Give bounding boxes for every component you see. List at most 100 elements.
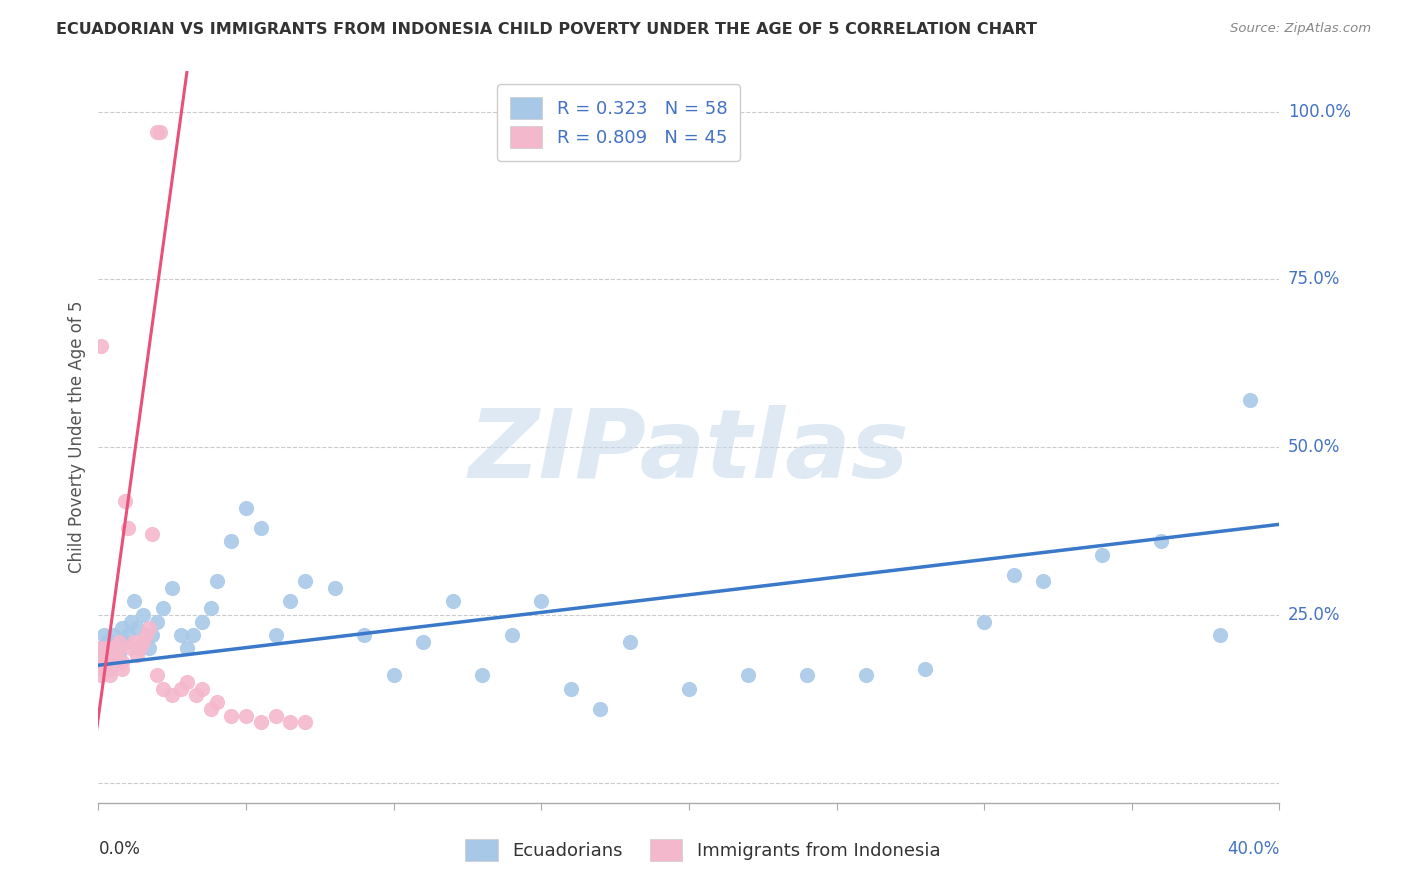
- Point: [98, 668, 121, 682]
- Point: [353, 628, 375, 642]
- Point: [152, 601, 174, 615]
- Point: [280, 594, 302, 608]
- Point: [105, 641, 128, 656]
- Point: [93, 662, 115, 676]
- Point: [560, 681, 582, 696]
- Point: [128, 641, 150, 656]
- Point: [96, 648, 118, 662]
- Point: [412, 634, 434, 648]
- Point: [114, 493, 136, 508]
- Point: [103, 628, 125, 642]
- Point: [90, 641, 112, 656]
- Point: [205, 574, 228, 589]
- Point: [176, 641, 198, 656]
- Point: [146, 615, 169, 629]
- Text: 75.0%: 75.0%: [1288, 270, 1340, 288]
- Point: [235, 708, 257, 723]
- Point: [93, 648, 115, 662]
- Point: [1150, 534, 1173, 549]
- Point: [221, 534, 243, 549]
- Point: [122, 594, 145, 608]
- Text: 25.0%: 25.0%: [1288, 606, 1340, 624]
- Point: [200, 702, 222, 716]
- Point: [108, 648, 131, 662]
- Point: [294, 574, 316, 589]
- Point: [855, 668, 877, 682]
- Point: [170, 681, 193, 696]
- Point: [93, 655, 115, 669]
- Point: [111, 621, 134, 635]
- Point: [170, 628, 193, 642]
- Point: [93, 648, 115, 662]
- Legend: Ecuadorians, Immigrants from Indonesia: Ecuadorians, Immigrants from Indonesia: [453, 827, 953, 874]
- Text: Source: ZipAtlas.com: Source: ZipAtlas.com: [1230, 22, 1371, 36]
- Text: ZIPatlas: ZIPatlas: [468, 405, 910, 499]
- Point: [132, 607, 155, 622]
- Point: [146, 125, 169, 139]
- Point: [323, 581, 346, 595]
- Point: [117, 521, 139, 535]
- Point: [96, 655, 118, 669]
- Point: [200, 601, 222, 615]
- Point: [149, 125, 172, 139]
- Point: [141, 628, 163, 642]
- Point: [103, 648, 125, 662]
- Point: [294, 715, 316, 730]
- Point: [1209, 628, 1232, 642]
- Point: [191, 615, 214, 629]
- Point: [1091, 548, 1114, 562]
- Point: [1032, 574, 1054, 589]
- Point: [90, 339, 112, 353]
- Point: [176, 675, 198, 690]
- Legend: R = 0.323   N = 58, R = 0.809   N = 45: R = 0.323 N = 58, R = 0.809 N = 45: [498, 84, 740, 161]
- Point: [264, 708, 287, 723]
- Point: [120, 615, 142, 629]
- Point: [108, 641, 131, 656]
- Y-axis label: Child Poverty Under the Age of 5: Child Poverty Under the Age of 5: [67, 301, 86, 574]
- Point: [205, 695, 228, 709]
- Point: [1239, 393, 1261, 408]
- Point: [96, 641, 118, 656]
- Point: [530, 594, 553, 608]
- Text: 40.0%: 40.0%: [1227, 839, 1279, 858]
- Text: 50.0%: 50.0%: [1288, 438, 1340, 456]
- Text: 0.0%: 0.0%: [98, 839, 141, 858]
- Point: [90, 655, 112, 669]
- Point: [120, 641, 142, 656]
- Point: [90, 668, 112, 682]
- Point: [191, 681, 214, 696]
- Point: [103, 641, 125, 656]
- Point: [152, 681, 174, 696]
- Point: [138, 621, 160, 635]
- Point: [1002, 567, 1025, 582]
- Point: [98, 641, 121, 656]
- Point: [108, 634, 131, 648]
- Point: [141, 527, 163, 541]
- Point: [796, 668, 818, 682]
- Point: [135, 628, 157, 642]
- Point: [264, 628, 287, 642]
- Point: [125, 648, 148, 662]
- Point: [138, 641, 160, 656]
- Point: [737, 668, 759, 682]
- Point: [235, 500, 257, 515]
- Point: [105, 648, 128, 662]
- Point: [111, 655, 134, 669]
- Point: [96, 634, 118, 648]
- Point: [162, 581, 183, 595]
- Point: [589, 702, 612, 716]
- Point: [90, 662, 112, 676]
- Point: [125, 621, 148, 635]
- Point: [96, 655, 118, 669]
- Point: [501, 628, 523, 642]
- Point: [250, 715, 273, 730]
- Point: [471, 668, 494, 682]
- Point: [973, 615, 995, 629]
- Point: [914, 662, 936, 676]
- Point: [132, 634, 155, 648]
- Point: [184, 689, 207, 703]
- Text: ECUADORIAN VS IMMIGRANTS FROM INDONESIA CHILD POVERTY UNDER THE AGE OF 5 CORRELA: ECUADORIAN VS IMMIGRANTS FROM INDONESIA …: [56, 22, 1038, 37]
- Point: [90, 641, 112, 656]
- Point: [221, 708, 243, 723]
- Point: [98, 662, 121, 676]
